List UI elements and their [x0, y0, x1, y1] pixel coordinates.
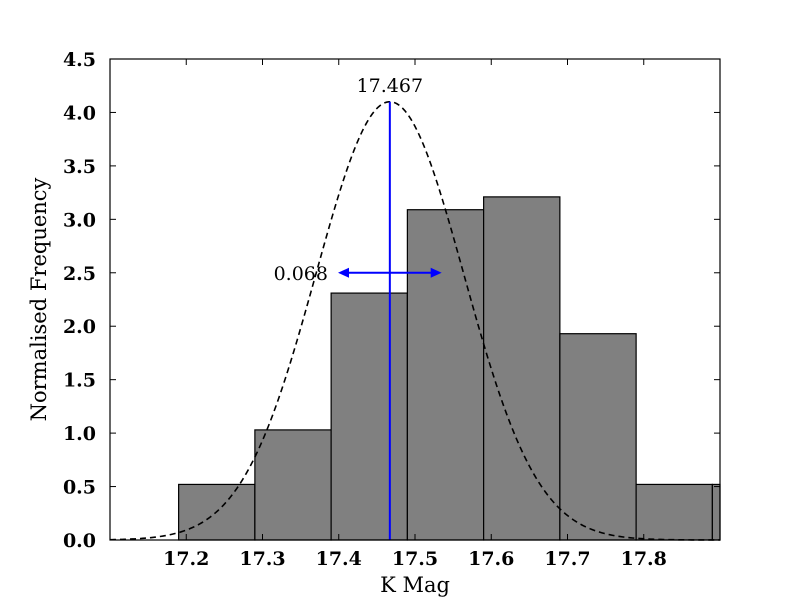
- y-tick-label: 0.0: [63, 530, 96, 552]
- mean-label: 17.467: [357, 75, 423, 97]
- y-tick-label: 3.0: [63, 209, 96, 231]
- histogram-bar-4: [406, 209, 485, 541]
- histogram-bar-3: [330, 292, 408, 541]
- y-tick-label: 2.0: [63, 316, 96, 338]
- width-arrow-left-head: [337, 267, 349, 278]
- x-tick-label: 17.7: [544, 548, 590, 570]
- x-tick-label: 17.5: [392, 548, 438, 570]
- x-tick-label: 17.8: [621, 548, 667, 570]
- width-label: 0.068: [274, 263, 328, 285]
- y-tick-label: 0.5: [63, 477, 96, 499]
- histogram-bars: [178, 196, 721, 541]
- y-axis-title: Normalised Frequency: [27, 177, 51, 421]
- y-tick-label: 4.0: [63, 102, 96, 124]
- gaussian-fit-curve: [109, 100, 720, 541]
- width-arrow: [337, 267, 442, 278]
- y-tick-label: 2.5: [63, 263, 96, 285]
- axis-ticks: 17.2 17.3 17.4 17.5 17.6 17.7 17.8 0.0 0.5 1.0 1.5…: [63, 49, 720, 570]
- x-tick-label: 17.2: [163, 548, 209, 570]
- histogram-bar-2: [254, 429, 332, 541]
- width-arrow-right-head: [430, 267, 442, 278]
- histogram-bar-7: [635, 483, 713, 541]
- y-tick-label: 4.5: [63, 49, 96, 71]
- x-tick-label: 17.6: [468, 548, 514, 570]
- x-tick-label: 17.4: [316, 548, 362, 570]
- histogram-bar-8: [711, 483, 721, 541]
- histogram-bar-5: [483, 196, 561, 541]
- y-tick-label: 3.5: [63, 156, 96, 178]
- x-tick-label: 17.3: [239, 548, 285, 570]
- histogram-bar-6: [559, 333, 637, 541]
- y-tick-label: 1.5: [63, 370, 96, 392]
- x-axis-title: K Mag: [380, 573, 450, 597]
- y-tick-label: 1.0: [63, 423, 96, 445]
